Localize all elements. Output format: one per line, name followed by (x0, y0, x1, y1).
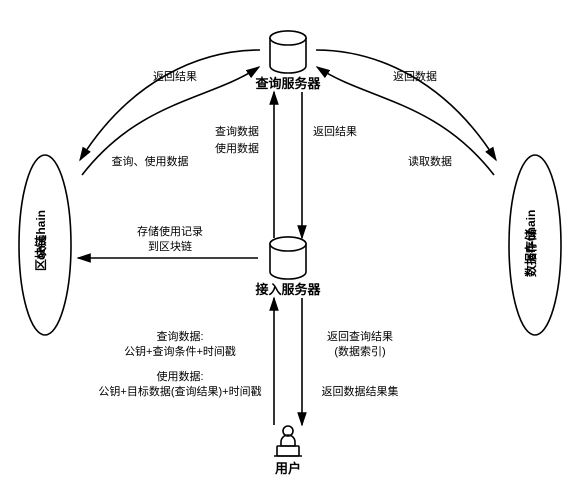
query-server-label: 查询服务器 (254, 76, 321, 91)
edge-access-to-user-label-3: 返回数据结果集 (322, 384, 399, 398)
edge-query-to-access-label: 返回结果 (313, 125, 357, 138)
edge-qs-to-offchain (316, 50, 496, 160)
edge-access-to-user-label-1: 返回查询结果 (327, 329, 393, 343)
edge-onchain-to-qs-label: 查询、使用数据 (112, 154, 189, 168)
edge-access-to-query-label-2: 使用数据 (215, 141, 259, 155)
edge-access-to-user-label-2: (数据索引) (334, 344, 385, 358)
user-label: 用户 (274, 461, 301, 476)
access-server-node: 接入服务器 (255, 237, 321, 297)
edge-offchain-to-qs-label: 读取数据 (408, 154, 452, 168)
edge-user-to-access-label-1: 查询数据: (156, 329, 203, 343)
edge-user-to-access-label-2: 公钥+查询条件+时间戳 (124, 344, 236, 358)
user-node: 用户 (274, 426, 302, 476)
edge-user-to-access-label-4: 公钥+目标数据(查询结果)+时间戳 (98, 384, 261, 398)
database-icon (270, 31, 306, 73)
offchain-label-2: 数据存储 (523, 229, 538, 277)
onchain-label-2: 区块链 (33, 234, 48, 271)
edge-access-to-onchain-label-1: 存储使用记录 (137, 224, 203, 238)
access-server-label: 接入服务器 (255, 282, 321, 297)
offchain-node: off-chain 数据存储 (509, 155, 561, 335)
edge-access-to-query-label-1: 查询数据 (215, 124, 259, 138)
edge-qs-to-offchain-label: 返回数据 (393, 69, 437, 83)
edge-access-to-onchain-label-2: 到区块链 (148, 239, 192, 253)
database-icon (270, 237, 306, 279)
query-server-node: 查询服务器 (254, 31, 321, 91)
edge-user-to-access-label-3: 使用数据: (156, 369, 203, 383)
edge-qs-to-onchain-label: 返回结果 (153, 70, 197, 83)
onchain-node: on-chain 区块链 (19, 155, 71, 335)
user-icon (274, 426, 302, 456)
